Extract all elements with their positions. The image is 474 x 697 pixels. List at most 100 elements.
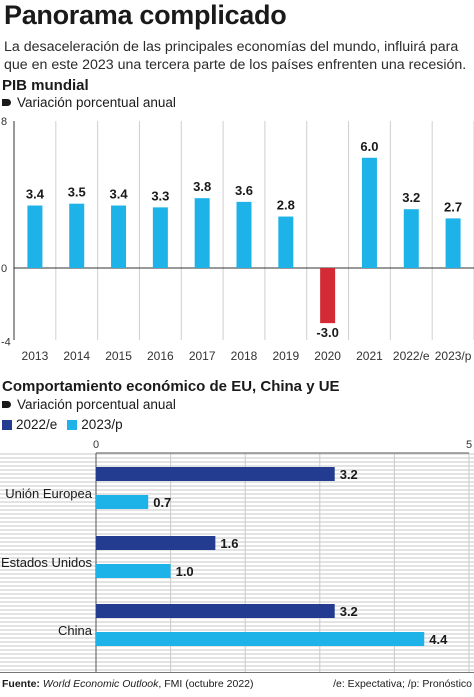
background-stripe [0,493,474,495]
background-stripe [0,489,474,491]
background-stripe [0,509,474,511]
background-stripe [0,461,474,463]
background-stripe [0,529,474,531]
background-stripe [0,601,474,603]
bar-value-label: 3.2 [340,467,358,482]
category-label: Estados Unidos [1,555,93,570]
background-stripe [0,581,474,583]
background-stripe [0,649,474,651]
pib-bar [236,201,252,268]
background-stripe [0,513,474,515]
page-title: Panorama complicado [4,0,287,30]
background-stripe [0,593,474,595]
pib-value-label: 3.2 [402,190,420,205]
footer-source-label: Fuente: [2,678,40,690]
x-tick-label: 2014 [63,349,90,363]
pib-value-label: 3.4 [110,187,129,202]
background-stripe [0,505,474,507]
chart-legend: 2022/e 2023/p [2,417,133,432]
pib-bar [403,209,419,268]
background-stripe [0,669,474,671]
footer: Fuente: World Economic Outlook, FMI (oct… [0,672,474,697]
y-tick-label: 0 [1,263,7,275]
background-stripe [0,653,474,655]
pib-bar [27,205,43,268]
pib-chart-unit: Variación porcentual anual [17,95,176,110]
background-stripe [0,585,474,587]
background-stripe [0,661,474,663]
pointer-icon [2,401,11,408]
pib-value-label: 3.3 [151,188,169,203]
bar-2022 [96,536,216,550]
background-stripe [0,577,474,579]
background-stripe [0,453,474,455]
background-stripe [0,561,474,563]
bar-2023 [96,632,425,646]
background-stripe [0,497,474,499]
background-stripe [0,589,474,591]
pib-value-label: -3.0 [316,325,338,340]
bar-value-label: 3.2 [340,604,358,619]
background-stripe [0,521,474,523]
pib-value-label: 3.6 [235,183,253,198]
pib-bar [194,198,210,268]
x-tick-label: 2020 [314,349,341,363]
pib-bar-chart: 8 0 -4 3.4 2013 3.5 2014 3.4 2015 3.3 2016 3.8 2017 3… [1,116,474,363]
background-stripe [0,541,474,543]
pib-value-label: 2.8 [277,198,295,213]
bar-2022 [96,467,335,481]
background-stripe [0,657,474,659]
background-stripe [0,545,474,547]
bar-value-label: 4.4 [429,632,448,647]
background-stripe [0,553,474,555]
category-label: Unión Europea [5,486,92,501]
x-tick-label: 2013 [22,349,49,363]
pointer-icon [2,99,11,106]
background-stripe [0,501,474,503]
background-stripe [0,565,474,567]
compare-chart-title: Comportamiento económico de EU, China y … [2,378,340,395]
background-stripe [0,533,474,535]
pib-chart-title: PIB mundial [2,77,89,94]
pib-value-label: 3.5 [68,185,86,200]
bar-2022 [96,604,335,618]
background-stripe [0,465,474,467]
compare-chart-unit: Variación porcentual anual [17,397,176,412]
x-tick-label: 0 [93,439,99,451]
legend-label-2022: 2022/e [16,417,58,432]
footer-source-rest: , FMI (octubre 2022) [158,678,254,690]
bar-2023 [96,564,171,578]
x-tick-label: 2016 [147,349,174,363]
footer-source-title: World Economic Outlook [42,678,159,690]
compare-chart-subtitle: Variación porcentual anual [2,397,176,412]
background-stripe [0,549,474,551]
background-stripe [0,517,474,519]
background-stripe [0,485,474,487]
x-tick-label: 2015 [105,349,132,363]
pib-bar [152,207,168,268]
pib-value-label: 3.4 [26,187,45,202]
background-stripe [0,621,474,623]
background-stripe [0,597,474,599]
pib-value-label: 2.7 [444,199,462,214]
bar-2023 [96,495,149,509]
x-tick-label: 2018 [231,349,258,363]
background-stripe [0,569,474,571]
legend-item-2023: 2023/p [67,417,123,432]
pib-chart-subtitle: Variación porcentual anual [2,95,176,110]
pib-bar [320,268,336,324]
x-tick-label: 2021 [356,349,383,363]
bar-value-label: 1.0 [176,564,194,579]
background-stripe [0,665,474,667]
x-tick-label: 2019 [272,349,299,363]
category-label: China [58,623,93,638]
background-stripe [0,481,474,483]
legend-swatch-dark [2,419,12,430]
y-tick-label: 8 [1,116,7,128]
pib-bar [361,157,377,268]
pib-bar [69,203,85,268]
x-tick-label: 2022/e [393,349,430,363]
legend-label-2023: 2023/p [81,417,123,432]
pib-value-label: 3.8 [193,179,211,194]
background-stripe [0,629,474,631]
